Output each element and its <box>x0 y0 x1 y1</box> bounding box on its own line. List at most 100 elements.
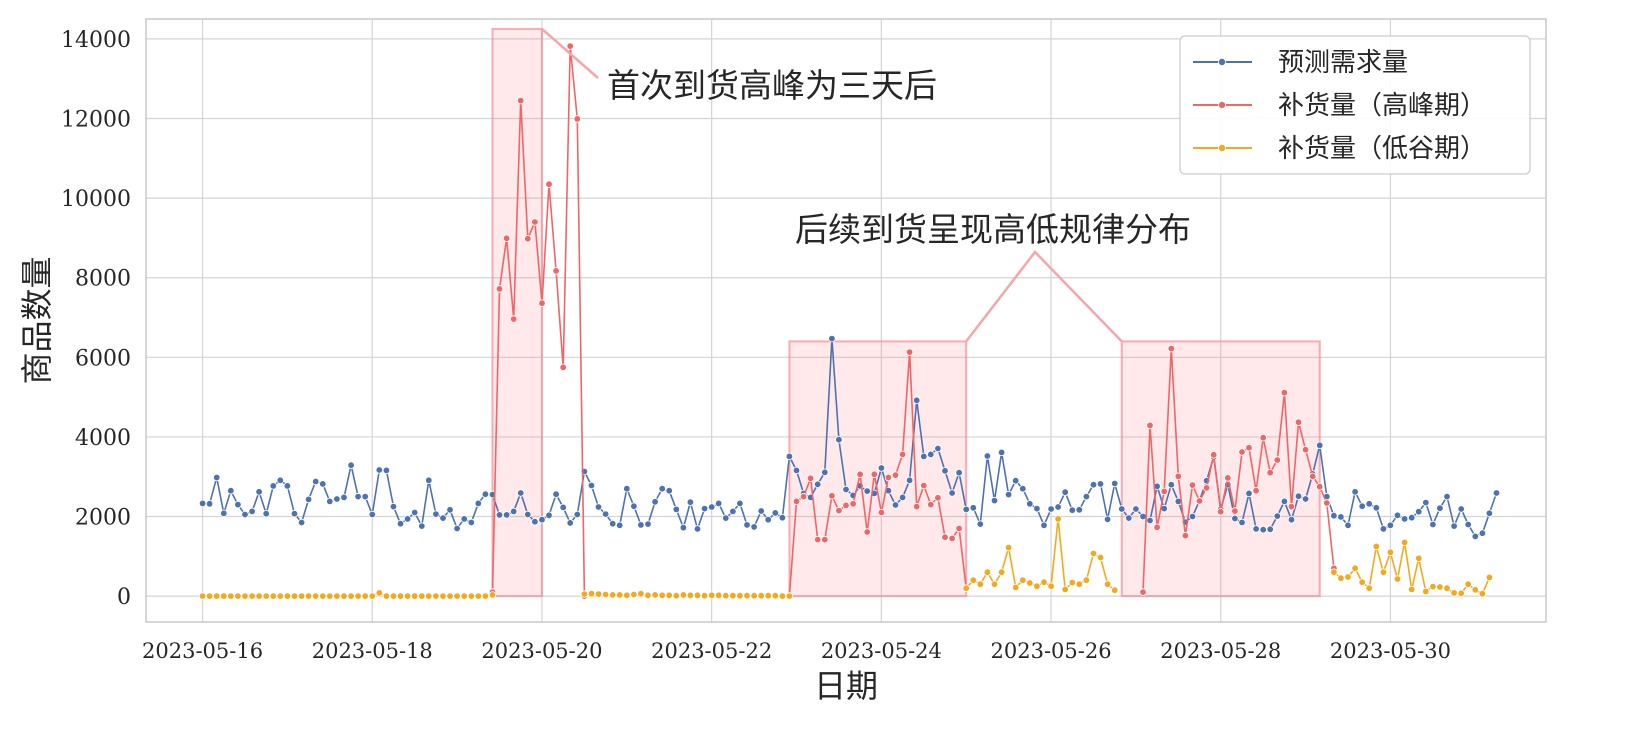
x-tick-label: 2023-05-22 <box>651 639 772 663</box>
demand-forecast-point <box>531 518 539 526</box>
restock-peak-point <box>1167 344 1175 353</box>
restock-trough-point <box>283 592 292 600</box>
restock-trough-point <box>1012 583 1020 592</box>
demand-forecast-point <box>1238 518 1246 527</box>
x-tick-label: 2023-05-18 <box>312 639 433 663</box>
restock-peak-point <box>884 473 893 482</box>
demand-forecast-point <box>715 499 723 508</box>
restock-trough-point <box>757 592 765 600</box>
restock-peak-point <box>1287 502 1296 511</box>
restock-trough-point <box>1061 585 1069 594</box>
demand-forecast-point <box>828 334 836 343</box>
restock-trough-point <box>446 592 454 600</box>
restock-trough-point <box>679 591 688 599</box>
demand-forecast-point <box>1436 504 1444 512</box>
demand-forecast-point <box>220 509 228 517</box>
demand-forecast-line <box>202 337 1498 538</box>
y-tick-label: 2000 <box>75 506 131 531</box>
restock-trough-point <box>1110 586 1119 594</box>
demand-forecast-point <box>1294 492 1303 500</box>
demand-forecast-point <box>1146 516 1154 525</box>
restock-trough-point <box>1082 576 1091 584</box>
restock-trough-point <box>1414 554 1423 562</box>
demand-forecast-point <box>559 503 567 512</box>
demand-forecast-point <box>227 487 235 495</box>
restock-trough-point <box>361 592 369 600</box>
demand-forecast-point <box>453 524 461 533</box>
demand-forecast-point <box>312 477 320 486</box>
restock-trough-point <box>326 592 334 600</box>
demand-forecast-point <box>439 514 447 522</box>
restock-trough-point <box>290 592 299 600</box>
restock-trough-point <box>1004 543 1013 552</box>
demand-forecast-point <box>276 476 284 484</box>
restock-trough-point <box>234 592 242 600</box>
annotation-connector <box>965 250 1123 343</box>
demand-forecast-point <box>1252 525 1260 533</box>
restock-trough-point <box>651 591 659 599</box>
restock-peak-point <box>1280 389 1289 397</box>
demand-forecast-point <box>340 493 348 502</box>
demand-forecast-point <box>1315 441 1324 449</box>
restock-peak-point <box>1139 588 1147 596</box>
restock-trough-point <box>672 592 680 600</box>
y-tick-label: 4000 <box>75 426 131 451</box>
demand-forecast-point <box>905 476 914 484</box>
demand-forecast-point <box>969 504 977 512</box>
restock-peak-point <box>1209 451 1218 459</box>
restock-peak-point <box>573 115 581 123</box>
demand-forecast-point <box>382 466 391 475</box>
demand-forecast-point <box>778 514 787 522</box>
demand-forecast-point <box>1125 514 1133 522</box>
demand-forecast-point <box>962 505 970 514</box>
demand-forecast-point <box>835 436 843 444</box>
x-tick-label: 2023-05-20 <box>481 639 602 663</box>
demand-forecast-point <box>990 496 999 505</box>
restock-trough-point <box>1096 553 1105 562</box>
demand-forecast-point <box>842 485 850 494</box>
demand-forecast-point <box>1450 522 1458 530</box>
restock-trough-point <box>255 592 263 600</box>
restock-trough-point <box>227 592 235 600</box>
annotation-pattern: 后续到货呈现高低规律分布 <box>795 210 1191 249</box>
restock-trough-point <box>771 592 779 600</box>
restock-peak-point <box>1252 487 1260 495</box>
restock-peak-point <box>863 528 871 536</box>
demand-forecast-point <box>658 485 666 493</box>
demand-forecast-point <box>934 444 942 453</box>
demand-forecast-point <box>566 519 574 527</box>
demand-forecast-point <box>467 518 475 527</box>
restock-peak-point <box>948 534 956 543</box>
restock-trough-point <box>594 590 603 598</box>
restock-trough-point <box>623 591 631 599</box>
y-tick-label: 12000 <box>61 108 131 133</box>
restock-trough-point <box>785 592 794 600</box>
restock-trough-point <box>1386 548 1395 556</box>
restock-trough-point <box>382 592 391 600</box>
demand-forecast-point <box>326 497 334 506</box>
demand-forecast-point <box>1040 521 1048 529</box>
restock-peak-point <box>835 506 843 515</box>
demand-forecast-point <box>432 510 440 518</box>
restock-peak-point <box>1315 483 1324 491</box>
demand-forecast-point <box>1344 521 1352 529</box>
demand-forecast-point <box>1330 512 1338 520</box>
demand-forecast-point <box>771 509 779 517</box>
restock-trough-point <box>1068 578 1076 587</box>
demand-forecast-point <box>1245 489 1253 498</box>
annotation-connector <box>541 28 599 79</box>
restock-peak-point <box>1273 456 1281 464</box>
legend-label: 预测需求量 <box>1278 48 1408 78</box>
demand-forecast-point <box>1287 516 1296 524</box>
x-tick-label: 2023-05-26 <box>991 639 1112 663</box>
demand-forecast-point <box>1400 515 1409 523</box>
restock-trough-point <box>411 592 419 600</box>
demand-forecast-point <box>389 502 398 511</box>
demand-forecast-point <box>693 525 702 533</box>
restock-trough-point <box>375 589 383 597</box>
demand-forecast-point <box>644 520 652 528</box>
restock-trough-point <box>969 576 977 584</box>
demand-forecast-point <box>1019 485 1027 493</box>
demand-forecast-point <box>1231 514 1239 523</box>
